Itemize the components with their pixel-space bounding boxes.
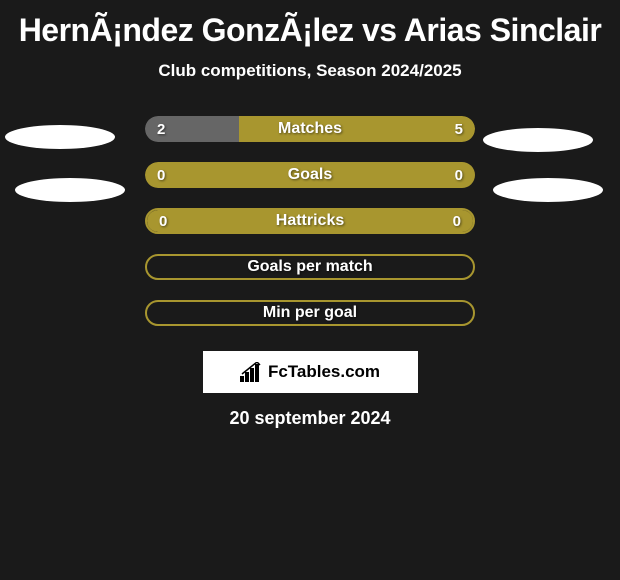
stat-label: Hattricks (276, 212, 344, 230)
subtitle: Club competitions, Season 2024/2025 (0, 61, 620, 81)
stat-bar: Min per goal (145, 300, 475, 326)
stat-row: 0 0 Goals (10, 152, 610, 198)
logo-content: FcTables.com (240, 362, 380, 382)
stat-row: Min per goal (10, 290, 610, 336)
stat-label: Goals (288, 166, 332, 184)
date-text: 20 september 2024 (0, 408, 620, 429)
stat-row: 0 0 Hattricks (10, 198, 610, 244)
stat-value-right: 5 (455, 121, 463, 138)
stat-label: Matches (278, 120, 342, 138)
stat-label: Goals per match (247, 258, 372, 276)
stat-bar: 0 0 Goals (145, 162, 475, 188)
stat-bar-right (239, 116, 475, 142)
stat-value-right: 0 (453, 213, 461, 230)
logo-text: FcTables.com (268, 362, 380, 382)
logo-box: FcTables.com (203, 351, 418, 393)
stat-value-right: 0 (455, 167, 463, 184)
stat-bar: 2 5 Matches (145, 116, 475, 142)
stat-row: Goals per match (10, 244, 610, 290)
stat-bar: Goals per match (145, 254, 475, 280)
stats-container: 2 5 Matches 0 0 Goals 0 0 Hattricks Goals per mat… (0, 106, 620, 336)
stat-value-left: 0 (157, 167, 165, 184)
stat-row: 2 5 Matches (10, 106, 610, 152)
stat-value-left: 2 (157, 121, 165, 138)
stat-label: Min per goal (263, 304, 357, 322)
stat-value-left: 0 (159, 213, 167, 230)
page-title: HernÃ¡ndez GonzÃ¡lez vs Arias Sinclair (0, 0, 620, 49)
chart-icon (240, 362, 264, 382)
stat-bar: 0 0 Hattricks (145, 208, 475, 234)
